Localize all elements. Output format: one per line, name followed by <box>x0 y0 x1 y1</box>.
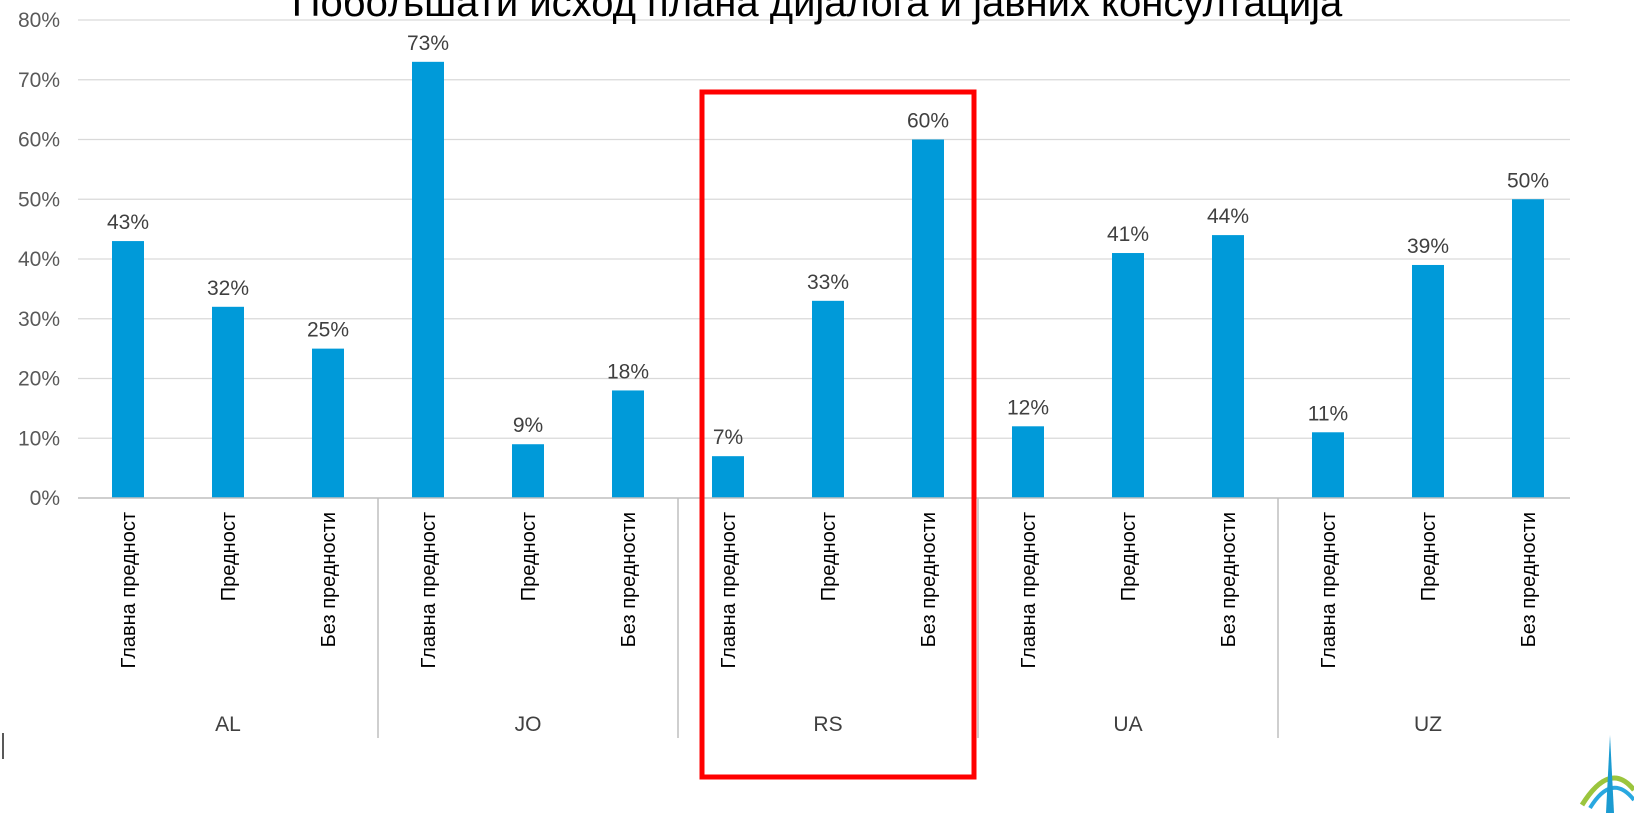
chart-title: Побољшати исход плана дијалога и јавних … <box>292 0 1343 25</box>
category-label: Главна предност <box>718 512 740 668</box>
y-axis-ticks: 0% 10% 20% 30% 40% 50% 60% 70% 80% <box>18 9 60 510</box>
bar-rs-2 <box>912 139 944 498</box>
bar-ua-0 <box>1012 426 1044 498</box>
data-label: 39% <box>1407 235 1449 258</box>
bar-uz-2 <box>1512 199 1544 498</box>
y-tick-label: 50% <box>18 188 60 211</box>
category-label: Главна предност <box>1318 512 1340 668</box>
data-label: 33% <box>807 271 849 294</box>
data-label: 32% <box>207 277 249 300</box>
group-label-rs: RS <box>813 713 842 736</box>
y-tick-label: 20% <box>18 368 60 391</box>
y-tick-label: 80% <box>18 9 60 32</box>
data-label: 11% <box>1308 402 1348 425</box>
data-label: 7% <box>713 426 743 449</box>
bar-rs-1 <box>812 300 844 498</box>
data-label: 9% <box>513 414 543 437</box>
logo <box>1579 735 1634 813</box>
data-label: 41% <box>1107 223 1149 246</box>
data-label: 60% <box>907 110 949 133</box>
category-label: Главна предност <box>1018 512 1040 668</box>
category-label: Главна предност <box>118 512 140 668</box>
category-labels: Главна предност Предност Без предности Глав… <box>118 512 1540 668</box>
y-tick-label: 40% <box>18 248 60 271</box>
x-axis <box>78 497 1570 738</box>
bar-rs-0 <box>712 456 744 498</box>
category-label: Без предности <box>318 512 340 647</box>
data-label: 18% <box>607 360 649 383</box>
y-tick-label: 30% <box>18 308 60 331</box>
data-labels: 43% 32% 25% 73% 9% 18% 7% 33% 60% 12% 41% 44% 11% 39%… <box>107 32 1549 449</box>
group-label-jo: JO <box>515 713 542 736</box>
category-label: Без предности <box>1518 512 1540 647</box>
data-label: 44% <box>1207 205 1249 228</box>
group-labels: AL JO RS UA UZ <box>215 713 1442 736</box>
category-label: Предност <box>518 512 540 601</box>
bar-uz-1 <box>1412 264 1444 498</box>
group-label-al: AL <box>215 713 241 736</box>
bar-jo-2 <box>612 390 644 498</box>
category-label: Предност <box>818 512 840 601</box>
bar-ua-1 <box>1112 253 1144 498</box>
category-label: Предност <box>1118 512 1140 601</box>
data-label: 25% <box>307 319 349 342</box>
category-label: Без предности <box>618 512 640 647</box>
y-tick-label: 60% <box>18 129 60 152</box>
data-label: 50% <box>1507 169 1549 192</box>
highlight-box <box>699 89 977 780</box>
logo-tower <box>1606 735 1614 813</box>
bar-al-1 <box>212 306 244 498</box>
bar-jo-1 <box>512 444 544 498</box>
bars <box>112 61 1544 498</box>
y-tick-label: 10% <box>18 427 60 450</box>
bar-al-2 <box>312 348 344 498</box>
data-label: 73% <box>407 32 449 55</box>
category-label: Главна предност <box>418 512 440 668</box>
data-label: 12% <box>1007 396 1049 419</box>
category-label: Без предности <box>918 512 940 647</box>
category-label: Предност <box>1418 512 1440 601</box>
group-label-uz: UZ <box>1414 713 1442 736</box>
data-label: 43% <box>107 211 149 234</box>
bar-ua-2 <box>1212 235 1244 498</box>
category-label: Предност <box>218 512 240 601</box>
bar-al-0 <box>112 241 144 498</box>
category-label: Без предности <box>1218 512 1240 647</box>
bar-uz-0 <box>1312 432 1344 498</box>
y-tick-label: 0% <box>30 487 60 510</box>
bar-jo-0 <box>412 61 444 498</box>
y-tick-label: 70% <box>18 69 60 92</box>
group-label-ua: UA <box>1113 713 1142 736</box>
